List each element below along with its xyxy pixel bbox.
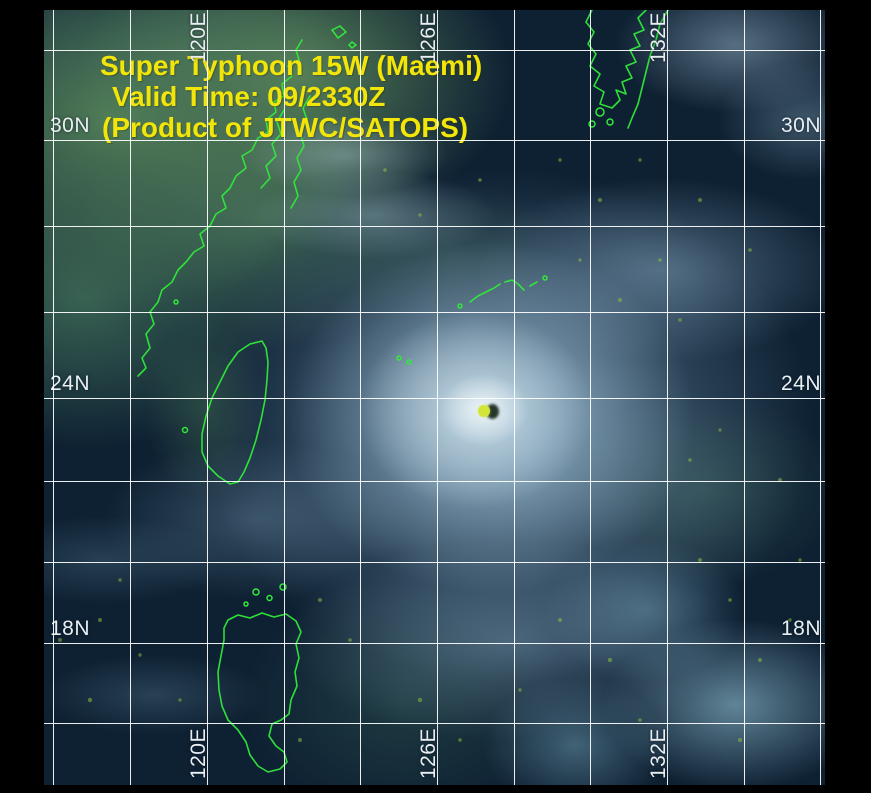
title-valid-time: Valid Time: 09/2330Z xyxy=(112,81,386,112)
coastline-okinawa-islets xyxy=(396,275,548,365)
coastline-kyushu-islands xyxy=(588,107,614,128)
convective-speckles xyxy=(58,158,802,742)
coastline-china-river xyxy=(260,109,285,189)
lat-label-left: 18N xyxy=(50,617,91,640)
grid-line-longitude xyxy=(437,10,438,785)
grid-line-longitude xyxy=(130,10,131,785)
grid-line-latitude xyxy=(44,50,825,51)
lon-label-top: 132E xyxy=(647,12,670,64)
coastline-okinawa xyxy=(469,279,538,303)
coastline-matsu-island xyxy=(173,299,179,305)
grid-line-latitude xyxy=(44,481,825,482)
coastline-taiwan xyxy=(201,340,269,485)
lat-label-right: 30N xyxy=(780,114,821,137)
grid-line-longitude xyxy=(207,10,208,785)
coastline-svg xyxy=(58,10,802,773)
grid-line-latitude xyxy=(44,562,825,563)
grid-line-longitude xyxy=(590,10,591,785)
coastline-penghu-island xyxy=(181,426,189,434)
grid-line-longitude xyxy=(667,10,668,785)
coastline-luzon xyxy=(217,612,302,773)
title-storm-name: Super Typhoon 15W (Maemi) xyxy=(100,50,483,81)
grid-line-latitude xyxy=(44,643,825,644)
coastline-babuyan-islands xyxy=(243,583,287,607)
satellite-image-frame: Super Typhoon 15W (Maemi) Valid Time: 09… xyxy=(44,10,825,785)
grid-line-longitude xyxy=(284,10,285,785)
grid-line-longitude xyxy=(514,10,515,785)
lon-label-top: 120E xyxy=(187,12,210,64)
satellite-cloud-layer xyxy=(44,10,825,785)
coastline-china-river-2 xyxy=(290,95,311,209)
lat-label-left: 24N xyxy=(50,372,91,395)
lon-label-top: 126E xyxy=(417,12,440,64)
lat-label-right: 18N xyxy=(780,617,821,640)
grid-line-latitude xyxy=(44,226,825,227)
grid-line-latitude xyxy=(44,140,825,141)
coastline-kyushu-east xyxy=(627,10,669,129)
grid-line-longitude xyxy=(820,10,821,785)
typhoon-eye-marker xyxy=(478,405,490,417)
lat-label-left: 30N xyxy=(50,114,91,137)
coastline-china-islands xyxy=(330,25,358,49)
product-title: Super Typhoon 15W (Maemi) Valid Time: 09… xyxy=(100,50,482,143)
coastline-kyushu xyxy=(585,10,647,109)
lon-label-bottom: 120E xyxy=(187,727,210,779)
grid-line-latitude xyxy=(44,398,825,399)
grid-line-latitude xyxy=(44,723,825,724)
lon-label-bottom: 126E xyxy=(417,727,440,779)
grid-line-longitude xyxy=(744,10,745,785)
grid-line-longitude xyxy=(53,10,54,785)
grid-line-latitude xyxy=(44,312,825,313)
coastline-china xyxy=(137,39,303,377)
lat-label-right: 24N xyxy=(780,372,821,395)
grid-line-longitude xyxy=(360,10,361,785)
lon-label-bottom: 132E xyxy=(647,727,670,779)
title-product-source: (Product of JTWC/SATOPS) xyxy=(102,112,469,143)
